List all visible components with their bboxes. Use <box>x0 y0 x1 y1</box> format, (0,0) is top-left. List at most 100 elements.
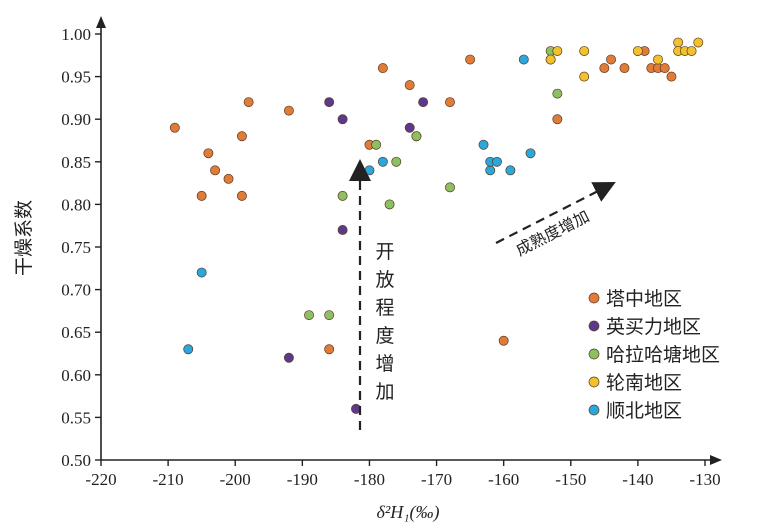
data-point <box>196 267 207 278</box>
data-point <box>545 54 556 65</box>
data-point <box>478 139 489 150</box>
data-point <box>492 156 502 167</box>
data-point <box>337 114 348 125</box>
data-point <box>445 97 455 108</box>
data-point <box>632 46 643 56</box>
x-tick-label: -210 <box>153 470 184 489</box>
data-point <box>169 122 180 133</box>
data-point <box>505 165 516 176</box>
legend-label: 哈拉哈塘地区 <box>606 344 720 366</box>
data-point <box>236 131 247 142</box>
data-point <box>518 54 529 65</box>
legend-label: 英买力地区 <box>606 316 701 338</box>
data-point <box>377 63 388 74</box>
y-tick-label: 0.75 <box>61 238 91 257</box>
data-point <box>283 352 294 363</box>
data-point <box>404 122 415 133</box>
openness-annotation-char: 增 <box>375 353 394 375</box>
data-point <box>552 46 563 56</box>
x-tick-label: -150 <box>555 470 586 489</box>
legend-label: 轮南地区 <box>606 372 682 394</box>
data-point <box>377 156 388 167</box>
y-axis-label: 干燥系数 <box>13 200 35 276</box>
data-point <box>337 190 348 201</box>
x-tick-label: -130 <box>689 470 720 489</box>
legend-marker <box>588 320 600 332</box>
legend-label: 顺北地区 <box>606 400 682 422</box>
data-point <box>686 46 697 56</box>
openness-annotation-char: 开 <box>375 241 394 263</box>
openness-annotation-char: 度 <box>375 325 394 347</box>
data-point <box>579 46 590 56</box>
data-point <box>304 310 314 321</box>
x-tick-label: -220 <box>85 470 116 489</box>
data-point <box>659 63 670 74</box>
y-tick-label: 0.80 <box>61 195 91 214</box>
data-point <box>666 71 677 82</box>
y-tick-label: 1.00 <box>61 25 91 44</box>
data-point <box>552 88 563 99</box>
x-tick-label: -160 <box>488 470 519 489</box>
x-tick-label: -200 <box>220 470 251 489</box>
data-point <box>243 97 254 108</box>
legend-marker <box>588 404 600 416</box>
data-point <box>653 54 663 65</box>
data-point <box>485 165 496 176</box>
data-point <box>364 165 375 176</box>
data-point <box>210 165 221 176</box>
legend-marker <box>588 348 600 360</box>
x-tick-label: -190 <box>287 470 318 489</box>
y-tick-label: 0.85 <box>61 153 91 172</box>
legend-marker <box>588 376 600 388</box>
data-point <box>579 71 590 82</box>
data-point <box>324 344 335 355</box>
data-point <box>324 310 335 321</box>
data-point <box>371 139 382 150</box>
data-point <box>223 173 234 184</box>
data-point <box>673 37 684 48</box>
data-point <box>418 97 429 108</box>
openness-annotation-char: 放 <box>375 269 394 291</box>
ticks-layer: -220 -210 -200 -190 -180 -170 -160 -150 -140 -130… <box>61 25 720 489</box>
openness-annotation-char: 加 <box>375 381 394 403</box>
data-point <box>552 114 563 125</box>
data-point <box>693 37 704 48</box>
y-tick-label: 0.90 <box>61 110 91 129</box>
y-axis-arrow <box>96 16 106 28</box>
data-point <box>619 63 630 74</box>
data-point <box>324 97 335 108</box>
data-point <box>283 105 294 116</box>
data-point <box>384 199 395 210</box>
maturity-arrow <box>495 182 616 244</box>
data-point <box>236 190 247 201</box>
data-point <box>196 190 207 201</box>
x-tick-label: -170 <box>421 470 452 489</box>
legend-label: 塔中地区 <box>606 288 682 310</box>
y-tick-label: 0.55 <box>61 408 91 427</box>
y-tick-label: 0.95 <box>61 68 91 87</box>
y-tick-label: 0.50 <box>61 451 91 470</box>
data-point <box>525 148 536 159</box>
openness-annotation-char: 程 <box>375 297 394 319</box>
x-axis-arrow <box>710 455 722 465</box>
y-tick-label: 0.70 <box>61 281 91 300</box>
data-point <box>465 54 476 65</box>
x-tick-label: -140 <box>622 470 653 489</box>
y-tick-label: 0.65 <box>61 323 91 342</box>
data-point <box>391 156 402 167</box>
data-point <box>337 225 348 235</box>
y-tick-label: 0.60 <box>61 366 91 385</box>
data-point <box>445 182 455 193</box>
data-point <box>203 148 214 159</box>
data-point <box>404 80 415 91</box>
data-point <box>599 63 610 74</box>
data-point <box>606 54 616 65</box>
x-tick-label: -180 <box>354 470 385 489</box>
data-point <box>411 131 422 142</box>
data-point <box>183 344 194 355</box>
x-axis-label: δ²H₁(‰) <box>376 502 439 523</box>
